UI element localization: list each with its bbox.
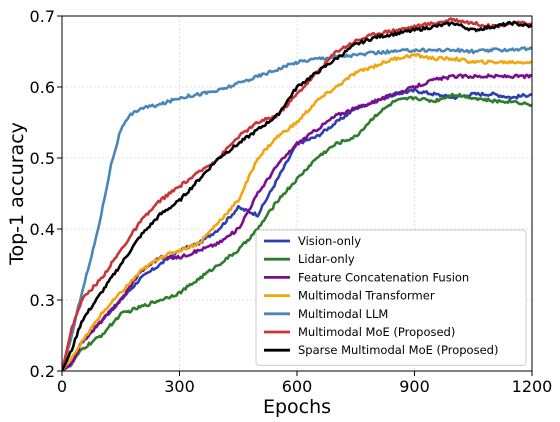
series-line [62, 17, 532, 371]
y-tick-label: 0.4 [30, 220, 55, 239]
legend-label: Feature Concatenation Fusion [298, 270, 469, 284]
x-tick-label: 0 [57, 377, 67, 396]
legend: Vision-only Lidar-only Feature Concatenati… [255, 229, 527, 366]
series-lines [62, 17, 532, 371]
x-tick-label: 600 [282, 377, 313, 396]
y-tick-label: 0.5 [30, 149, 55, 168]
legend-label: Sparse Multimodal MoE (Proposed) [298, 343, 498, 357]
series-line [62, 20, 532, 371]
y-tick-label: 0.3 [30, 291, 55, 310]
series-line [62, 92, 532, 371]
legend-label: Multimodal MoE (Proposed) [298, 325, 455, 339]
legend-label: Lidar-only [298, 252, 355, 266]
y-axis-title: Top-1 accuracy [6, 122, 28, 266]
legend-label: Multimodal LLM [298, 307, 388, 321]
series-line [62, 52, 532, 371]
legend-box [255, 229, 527, 366]
x-tick-label: 1200 [512, 377, 553, 396]
legend-label: Vision-only [298, 234, 361, 248]
x-axis-title: Epochs [263, 396, 331, 418]
ticks: 0 300 600 900 1200 0.2 0.3 0.4 0.5 0.6 0.7 [30, 7, 553, 396]
y-tick-label: 0.7 [30, 7, 55, 26]
y-tick-label: 0.6 [30, 78, 55, 97]
legend-label: Multimodal Transformer [298, 289, 435, 303]
y-tick-label: 0.2 [30, 362, 55, 381]
series-line [62, 46, 532, 371]
x-tick-label: 300 [164, 377, 195, 396]
x-tick-label: 900 [399, 377, 430, 396]
